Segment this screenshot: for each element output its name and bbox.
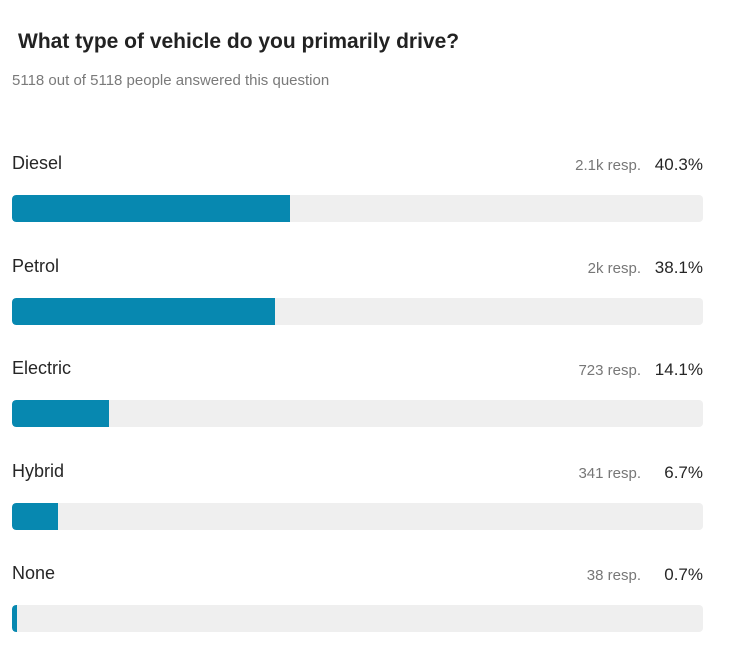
answered-count: 5118 out of 5118 people answered this qu… [12, 72, 330, 89]
option-bar-fill [12, 400, 110, 427]
option-label: None [12, 563, 56, 583]
option-stats: 341 resp. 6.7% [578, 463, 703, 483]
option-label: Electric [12, 358, 72, 378]
question-title: What type of vehicle do you primarily dr… [18, 30, 460, 53]
option-response-count: 38 resp. [586, 567, 641, 584]
option-bar-fill [12, 297, 276, 325]
option-percent: 6.7% [664, 462, 703, 482]
poll-option-diesel: Diesel 2.1k resp. 40.3% [12, 150, 703, 253]
option-bar-track [12, 400, 703, 427]
option-label: Diesel [12, 153, 63, 173]
option-bar-track [12, 195, 703, 222]
option-stats: 2k resp. 38.1% [588, 258, 703, 278]
poll-option-hybrid: Hybrid 341 resp. 6.7% [12, 458, 703, 561]
option-stats: 723 resp. 14.1% [578, 360, 703, 380]
option-stats: 2.1k resp. 40.3% [575, 155, 703, 175]
option-percent: 40.3% [654, 155, 703, 174]
option-label: Hybrid [12, 460, 65, 481]
option-percent: 0.7% [664, 565, 703, 584]
option-percent: 14.1% [654, 360, 703, 379]
option-bar-track [12, 605, 703, 632]
option-percent: 38.1% [654, 257, 703, 277]
option-response-count: 341 resp. [578, 464, 641, 482]
option-bar-fill [12, 605, 17, 632]
option-response-count: 2k resp. [587, 259, 641, 277]
option-bar-fill [12, 502, 59, 530]
poll-results: Diesel 2.1k resp. 40.3% Petrol 2k resp. … [12, 150, 703, 663]
option-response-count: 2.1k resp. [575, 157, 641, 174]
poll-option-electric: Electric 723 resp. 14.1% [12, 355, 703, 458]
option-bar-track [12, 502, 703, 530]
option-stats: 38 resp. 0.7% [587, 565, 703, 585]
option-response-count: 723 resp. [578, 362, 641, 379]
option-label: Petrol [12, 255, 60, 276]
option-bar-track [12, 297, 703, 325]
poll-option-petrol: Petrol 2k resp. 38.1% [12, 253, 703, 356]
option-bar-fill [12, 195, 291, 222]
poll-option-none: None 38 resp. 0.7% [12, 560, 703, 663]
